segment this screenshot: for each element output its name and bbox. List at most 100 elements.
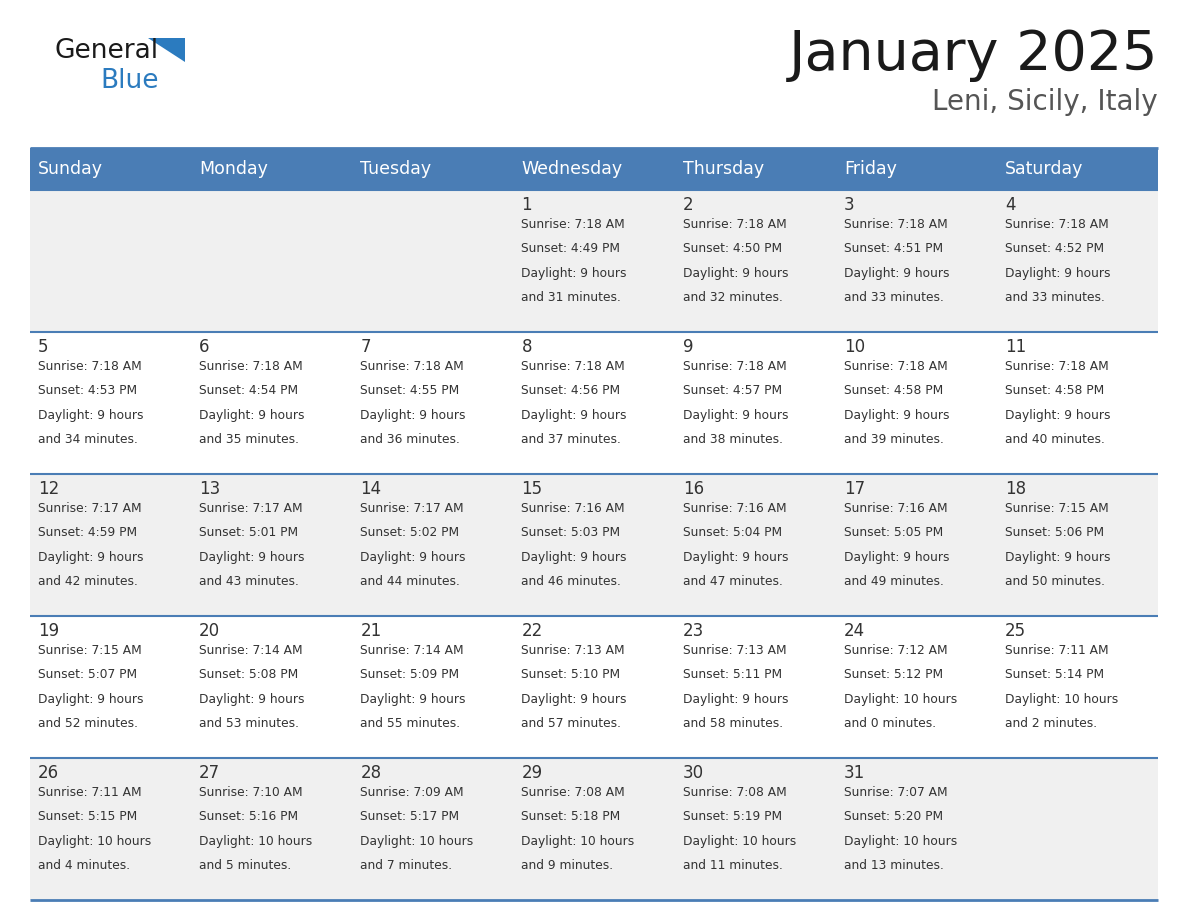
Text: 11: 11 bbox=[1005, 338, 1026, 356]
Text: Sunset: 5:15 PM: Sunset: 5:15 PM bbox=[38, 811, 138, 823]
Text: Sunrise: 7:16 AM: Sunrise: 7:16 AM bbox=[522, 502, 625, 515]
Text: Daylight: 9 hours: Daylight: 9 hours bbox=[360, 693, 466, 706]
Text: Daylight: 9 hours: Daylight: 9 hours bbox=[843, 267, 949, 280]
Text: and 31 minutes.: and 31 minutes. bbox=[522, 291, 621, 305]
Text: Daylight: 10 hours: Daylight: 10 hours bbox=[843, 835, 958, 848]
Text: Sunrise: 7:14 AM: Sunrise: 7:14 AM bbox=[200, 644, 303, 657]
Text: Daylight: 9 hours: Daylight: 9 hours bbox=[843, 409, 949, 422]
Text: Sunrise: 7:15 AM: Sunrise: 7:15 AM bbox=[1005, 502, 1108, 515]
Text: General: General bbox=[55, 38, 159, 64]
Text: Sunrise: 7:15 AM: Sunrise: 7:15 AM bbox=[38, 644, 141, 657]
Text: Sunset: 5:06 PM: Sunset: 5:06 PM bbox=[1005, 527, 1104, 540]
Text: Sunrise: 7:17 AM: Sunrise: 7:17 AM bbox=[38, 502, 141, 515]
Text: Sunset: 4:59 PM: Sunset: 4:59 PM bbox=[38, 527, 137, 540]
Text: 9: 9 bbox=[683, 338, 693, 356]
Text: Sunset: 5:02 PM: Sunset: 5:02 PM bbox=[360, 527, 460, 540]
Text: Daylight: 9 hours: Daylight: 9 hours bbox=[1005, 409, 1111, 422]
Text: Sunset: 4:54 PM: Sunset: 4:54 PM bbox=[200, 385, 298, 397]
Text: Sunrise: 7:12 AM: Sunrise: 7:12 AM bbox=[843, 644, 947, 657]
Text: Daylight: 10 hours: Daylight: 10 hours bbox=[360, 835, 474, 848]
Text: Sunrise: 7:18 AM: Sunrise: 7:18 AM bbox=[38, 360, 141, 373]
Text: Sunrise: 7:16 AM: Sunrise: 7:16 AM bbox=[843, 502, 947, 515]
Polygon shape bbox=[148, 38, 185, 62]
Text: Sunrise: 7:11 AM: Sunrise: 7:11 AM bbox=[38, 786, 141, 799]
Text: Daylight: 9 hours: Daylight: 9 hours bbox=[200, 693, 304, 706]
Text: and 52 minutes.: and 52 minutes. bbox=[38, 718, 138, 731]
Text: Saturday: Saturday bbox=[1005, 160, 1083, 178]
Text: 26: 26 bbox=[38, 764, 59, 782]
Text: Daylight: 9 hours: Daylight: 9 hours bbox=[683, 551, 788, 564]
Text: Daylight: 9 hours: Daylight: 9 hours bbox=[1005, 267, 1111, 280]
Text: and 33 minutes.: and 33 minutes. bbox=[1005, 291, 1105, 305]
Text: and 37 minutes.: and 37 minutes. bbox=[522, 433, 621, 446]
Text: Sunset: 5:16 PM: Sunset: 5:16 PM bbox=[200, 811, 298, 823]
Text: Sunrise: 7:18 AM: Sunrise: 7:18 AM bbox=[683, 360, 786, 373]
Text: Sunset: 4:52 PM: Sunset: 4:52 PM bbox=[1005, 242, 1104, 255]
Text: Daylight: 9 hours: Daylight: 9 hours bbox=[38, 693, 144, 706]
Text: Sunrise: 7:17 AM: Sunrise: 7:17 AM bbox=[200, 502, 303, 515]
Text: 17: 17 bbox=[843, 480, 865, 498]
Text: 19: 19 bbox=[38, 622, 59, 640]
Text: and 2 minutes.: and 2 minutes. bbox=[1005, 718, 1097, 731]
Text: Sunset: 4:58 PM: Sunset: 4:58 PM bbox=[1005, 385, 1104, 397]
Text: Sunrise: 7:18 AM: Sunrise: 7:18 AM bbox=[683, 218, 786, 231]
Bar bbox=[353, 148, 513, 190]
Text: Daylight: 9 hours: Daylight: 9 hours bbox=[522, 267, 627, 280]
Text: Sunset: 5:10 PM: Sunset: 5:10 PM bbox=[522, 668, 620, 681]
Text: and 35 minutes.: and 35 minutes. bbox=[200, 433, 299, 446]
Bar bbox=[30, 474, 1158, 616]
Text: 18: 18 bbox=[1005, 480, 1026, 498]
Text: Sunrise: 7:18 AM: Sunrise: 7:18 AM bbox=[843, 218, 948, 231]
Text: Sunset: 5:01 PM: Sunset: 5:01 PM bbox=[200, 527, 298, 540]
Text: 1: 1 bbox=[522, 196, 532, 214]
Text: 3: 3 bbox=[843, 196, 854, 214]
Text: Sunset: 5:12 PM: Sunset: 5:12 PM bbox=[843, 668, 943, 681]
Bar bbox=[997, 148, 1158, 190]
Text: Sunrise: 7:18 AM: Sunrise: 7:18 AM bbox=[1005, 360, 1108, 373]
Bar bbox=[30, 148, 191, 190]
Text: Sunset: 5:07 PM: Sunset: 5:07 PM bbox=[38, 668, 137, 681]
Text: Daylight: 10 hours: Daylight: 10 hours bbox=[200, 835, 312, 848]
Text: and 58 minutes.: and 58 minutes. bbox=[683, 718, 783, 731]
Text: 23: 23 bbox=[683, 622, 703, 640]
Text: Sunrise: 7:09 AM: Sunrise: 7:09 AM bbox=[360, 786, 465, 799]
Bar bbox=[30, 616, 1158, 758]
Text: and 50 minutes.: and 50 minutes. bbox=[1005, 576, 1105, 588]
Text: 5: 5 bbox=[38, 338, 49, 356]
Text: 6: 6 bbox=[200, 338, 210, 356]
Text: Sunrise: 7:18 AM: Sunrise: 7:18 AM bbox=[522, 218, 625, 231]
Text: 20: 20 bbox=[200, 622, 220, 640]
Text: and 4 minutes.: and 4 minutes. bbox=[38, 859, 131, 872]
Text: Sunset: 5:11 PM: Sunset: 5:11 PM bbox=[683, 668, 782, 681]
Text: Daylight: 9 hours: Daylight: 9 hours bbox=[522, 409, 627, 422]
Bar bbox=[675, 148, 835, 190]
Text: Daylight: 9 hours: Daylight: 9 hours bbox=[683, 267, 788, 280]
Text: and 43 minutes.: and 43 minutes. bbox=[200, 576, 299, 588]
Bar bbox=[30, 758, 1158, 900]
Text: Sunset: 4:58 PM: Sunset: 4:58 PM bbox=[843, 385, 943, 397]
Text: Sunrise: 7:07 AM: Sunrise: 7:07 AM bbox=[843, 786, 947, 799]
Text: 25: 25 bbox=[1005, 622, 1026, 640]
Text: Daylight: 9 hours: Daylight: 9 hours bbox=[522, 551, 627, 564]
Text: Leni, Sicily, Italy: Leni, Sicily, Italy bbox=[933, 88, 1158, 116]
Text: Blue: Blue bbox=[100, 68, 158, 94]
Text: Daylight: 10 hours: Daylight: 10 hours bbox=[843, 693, 958, 706]
Text: Sunrise: 7:13 AM: Sunrise: 7:13 AM bbox=[522, 644, 625, 657]
Text: 15: 15 bbox=[522, 480, 543, 498]
Text: Daylight: 9 hours: Daylight: 9 hours bbox=[38, 409, 144, 422]
Text: 27: 27 bbox=[200, 764, 220, 782]
Text: Daylight: 10 hours: Daylight: 10 hours bbox=[683, 835, 796, 848]
Text: Tuesday: Tuesday bbox=[360, 160, 431, 178]
Text: Sunday: Sunday bbox=[38, 160, 103, 178]
Text: Daylight: 10 hours: Daylight: 10 hours bbox=[1005, 693, 1118, 706]
Text: and 57 minutes.: and 57 minutes. bbox=[522, 718, 621, 731]
Text: 4: 4 bbox=[1005, 196, 1016, 214]
Text: Sunset: 5:05 PM: Sunset: 5:05 PM bbox=[843, 527, 943, 540]
Bar bbox=[191, 148, 353, 190]
Text: Sunset: 5:19 PM: Sunset: 5:19 PM bbox=[683, 811, 782, 823]
Text: 2: 2 bbox=[683, 196, 694, 214]
Text: Sunset: 4:51 PM: Sunset: 4:51 PM bbox=[843, 242, 943, 255]
Text: Sunrise: 7:08 AM: Sunrise: 7:08 AM bbox=[522, 786, 625, 799]
Text: and 36 minutes.: and 36 minutes. bbox=[360, 433, 460, 446]
Text: 16: 16 bbox=[683, 480, 703, 498]
